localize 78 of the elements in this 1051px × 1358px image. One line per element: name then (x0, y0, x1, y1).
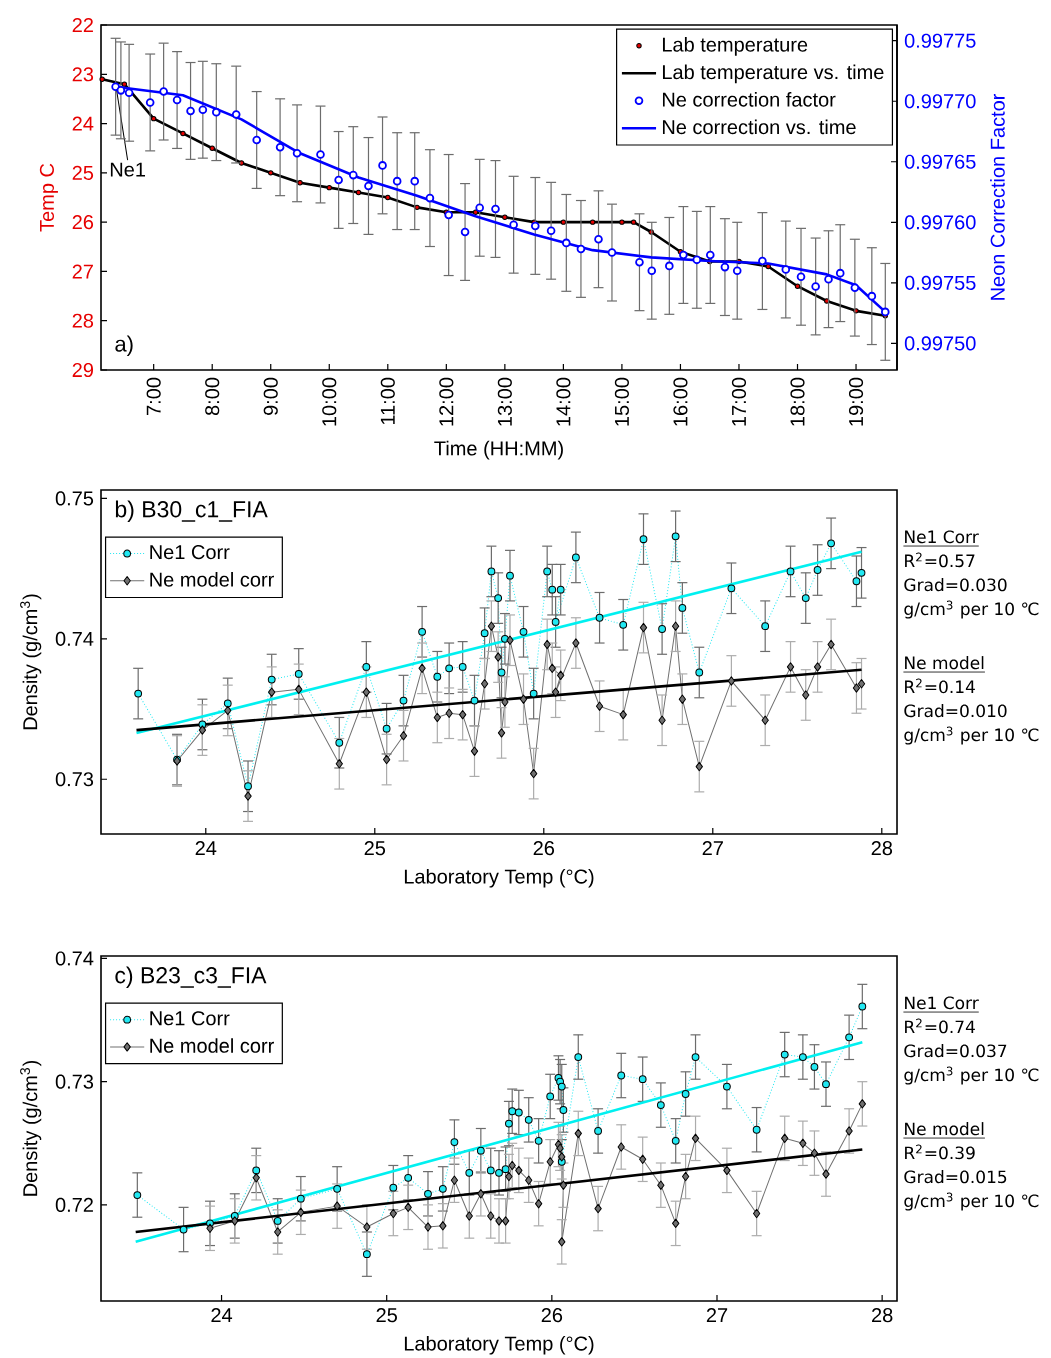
annotation: a) (115, 335, 133, 357)
text: g/cm$^{3}$ per 10 ℃ (904, 1066, 1039, 1085)
x-tick-label: 10:00 (322, 377, 337, 426)
x-tick-label: 17:00 (731, 377, 747, 426)
y2-tick-label: 0.99760 (904, 215, 976, 230)
x-tick-label: 11:00 (380, 377, 395, 425)
x-tick-label: 28 (872, 1308, 893, 1323)
text: Ne model (905, 1122, 984, 1136)
x-tick-label: 24 (195, 841, 217, 856)
x-tick-label: 26 (533, 841, 555, 856)
y2-tick-label: 0.99765 (904, 154, 976, 169)
y-tick-label: 24 (72, 116, 94, 131)
text: Grad=0.037 (904, 1044, 1007, 1058)
text: g/cm$^{3}$ per 10 ℃ (904, 1192, 1039, 1211)
text: R$^{2}$=0.14 (905, 678, 975, 694)
x-tick-label: 19:00 (848, 377, 864, 426)
x-tick-label: 28 (871, 841, 893, 856)
x-tick-label: 12:00 (439, 377, 454, 426)
y-axis-title: Temp C (39, 163, 58, 232)
chart-title: c) B23_c3_FIA (115, 966, 267, 988)
legend-label: Lab temperature vs. time (662, 64, 884, 84)
legend-label: Ne correction vs. time (662, 119, 856, 135)
text: g/cm$^{3}$ per 10 ℃ (904, 726, 1039, 745)
legend-label: Ne1 Corr (150, 545, 230, 560)
x-tick-label: 14:00 (556, 377, 571, 426)
x-axis-title: Laboratory Temp (°C) (404, 868, 594, 888)
y2-tick-label: 0.99775 (904, 33, 976, 48)
text: Ne1 Corr (905, 996, 979, 1010)
legend-label: Ne model corr (150, 1038, 274, 1053)
y-tick-label: 0.75 (55, 491, 94, 506)
y-tick-label: 0.72 (55, 1197, 93, 1212)
x-axis-title: Laboratory Temp (°C) (404, 1335, 594, 1355)
y-tick-label: 29 (72, 362, 93, 378)
y-tick-label: 25 (72, 165, 94, 180)
y-tick-label: 23 (72, 67, 94, 82)
text: Grad=0.010 (904, 704, 1007, 718)
text: R$^{2}$=0.74 (905, 1018, 975, 1034)
x-axis-title: Time (HH:MM) (434, 440, 563, 460)
y2-tick-label: 0.99770 (904, 94, 976, 109)
chart-title: b) B30_c1_FIA (115, 500, 268, 522)
text: Grad=0.030 (904, 578, 1007, 592)
y-axis-title: Density (g/cm$^{3}$) (20, 1060, 42, 1196)
y-tick-label: 27 (72, 264, 93, 279)
text: R$^{2}$=0.39 (905, 1144, 975, 1160)
x-tick-label: 25 (376, 1308, 397, 1323)
x-tick-label: 18:00 (790, 377, 805, 426)
x-tick-label: 16:00 (673, 377, 688, 426)
legend-label: Ne model corr (150, 571, 274, 587)
x-tick-label: 13:00 (497, 377, 512, 426)
y-tick-label: 0.73 (55, 1074, 94, 1089)
y-tick-label: 0.74 (55, 631, 94, 646)
y2-tick-label: 0.99750 (904, 336, 976, 351)
y-axis-title: Density (g/cm$^{3}$) (20, 594, 42, 730)
text: g/cm$^{3}$ per 10 ℃ (904, 600, 1039, 619)
x-tick-label: 24 (211, 1308, 233, 1323)
y-tick-label: 0.74 (55, 951, 94, 966)
legend-label: Ne correction factor (662, 92, 836, 107)
y-tick-label: 0.73 (55, 772, 94, 787)
y-tick-label: 22 (72, 18, 93, 32)
text: Grad=0.015 (904, 1170, 1007, 1184)
y-tick-label: 28 (72, 313, 94, 328)
annotation: Ne1 (110, 162, 146, 177)
x-tick-label: 27 (706, 1308, 728, 1323)
x-tick-label: 26 (541, 1308, 563, 1323)
text: Ne model (905, 656, 984, 670)
y2-axis-title: Neon Correction Factor (990, 93, 1005, 300)
text: R$^{2}$=0.57 (905, 552, 975, 568)
text: Ne1 Corr (905, 530, 979, 544)
x-tick-label: 27 (702, 841, 723, 856)
x-tick-label: 8:00 (205, 377, 220, 416)
x-tick-label: 7:00 (146, 377, 161, 415)
legend-label: Ne1 Corr (150, 1011, 230, 1026)
x-tick-label: 25 (364, 841, 386, 856)
x-tick-label: 15:00 (614, 377, 629, 426)
y-tick-label: 26 (72, 215, 94, 230)
x-tick-label: 9:00 (263, 377, 278, 416)
y2-tick-label: 0.99755 (904, 275, 976, 290)
legend-label: Lab temperature (662, 37, 808, 56)
